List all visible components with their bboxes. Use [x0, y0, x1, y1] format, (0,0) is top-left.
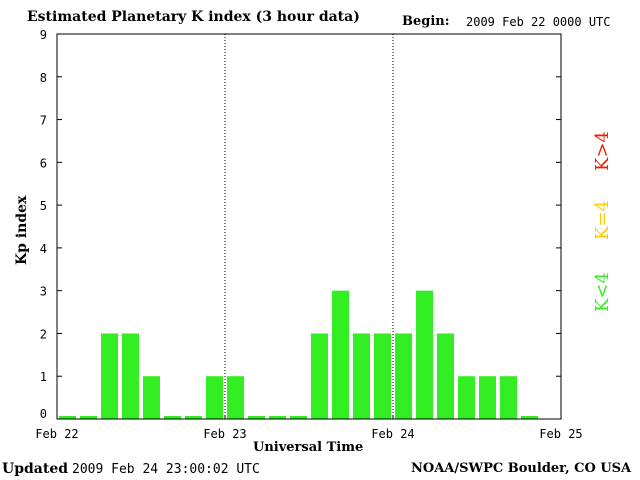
kp-bar: [206, 376, 223, 419]
kp-bar: [80, 416, 97, 419]
legend-k-equals-4: K=4: [592, 200, 613, 240]
kp-bar: [416, 290, 433, 419]
x-tick-label: Feb 22: [35, 427, 78, 441]
y-tick-label: 4: [40, 242, 47, 256]
begin-value: 2009 Feb 22 0000 UTC: [466, 15, 611, 29]
y-tick-label: 7: [40, 114, 47, 128]
y-tick-label: 8: [40, 71, 47, 85]
x-axis-label: Universal Time: [253, 440, 364, 455]
kp-bar: [521, 416, 538, 419]
kp-bar: [500, 376, 517, 419]
kp-bar: [122, 333, 139, 419]
kp-bar: [101, 333, 118, 419]
legend-k-greater-than-4: K>4: [592, 131, 613, 171]
chart-title: Estimated Planetary K index (3 hour data…: [27, 9, 360, 25]
kp-bar: [269, 416, 286, 419]
kp-bar: [185, 416, 202, 419]
y-axis-label: Kp index: [14, 195, 30, 265]
kp-bar: [458, 376, 475, 419]
y-tick-label: 5: [40, 199, 47, 213]
kp-bar: [290, 416, 307, 419]
kp-bar: [437, 333, 454, 419]
y-tick-label: 1: [40, 370, 47, 384]
kp-bar: [395, 333, 412, 419]
y-tick-label: 2: [40, 327, 47, 341]
updated-value: 2009 Feb 24 23:00:02 UTC: [72, 462, 260, 477]
kp-bar: [248, 416, 265, 419]
kp-bar: [311, 333, 328, 419]
y-tick-label: 0: [40, 407, 47, 421]
updated-label: Updated: [2, 461, 69, 477]
kp-bar: [332, 290, 349, 419]
kp-bar: [143, 376, 160, 419]
kp-bar: [227, 376, 244, 419]
kp-bar: [164, 416, 181, 419]
plot-frame: [56, 33, 562, 420]
kp-bar: [479, 376, 496, 419]
y-tick-label: 6: [40, 156, 47, 170]
x-tick-label: Feb 23: [203, 427, 246, 441]
kp-bar: [374, 333, 391, 419]
begin-label: Begin:: [402, 14, 450, 29]
credit-text: NOAA/SWPC Boulder, CO USA: [411, 461, 632, 476]
kp-bar: [353, 333, 370, 419]
kp-bar: [59, 416, 76, 419]
x-tick-label: Feb 25: [539, 427, 582, 441]
x-tick-label: Feb 24: [371, 427, 414, 441]
y-tick-label: 9: [40, 28, 47, 42]
legend-k-less-than-4: K<4: [592, 272, 613, 312]
y-tick-label: 3: [40, 285, 47, 299]
